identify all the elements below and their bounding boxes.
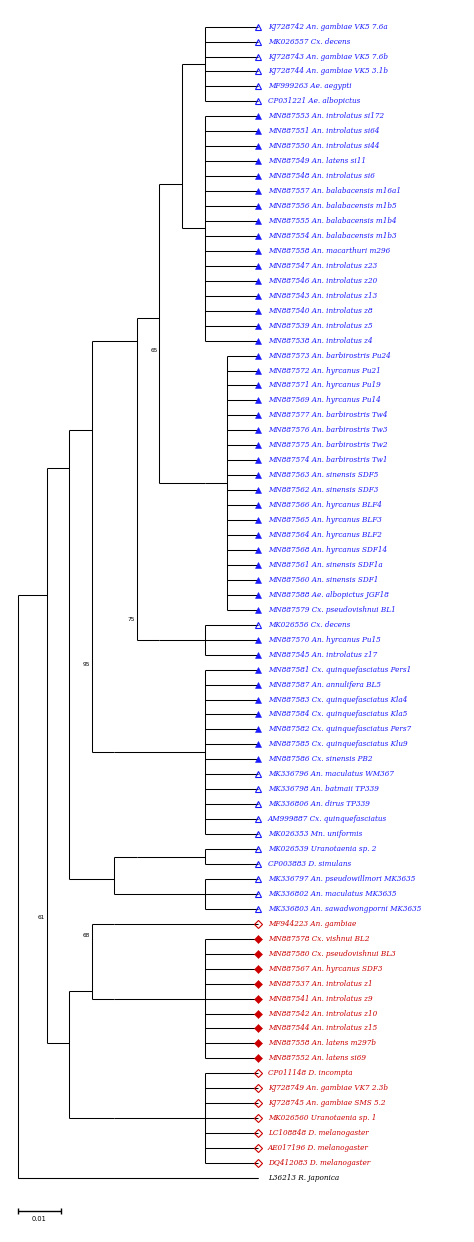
Text: MN887561 An. sinensis SDF1a: MN887561 An. sinensis SDF1a — [268, 561, 383, 569]
Text: MN887539 An. introlatus z5: MN887539 An. introlatus z5 — [268, 322, 373, 329]
Text: AE017196 D. melanogaster: AE017196 D. melanogaster — [268, 1144, 369, 1153]
Text: MK026556 Cx. decens: MK026556 Cx. decens — [268, 621, 350, 628]
Text: MN887548 An. introlatus si6: MN887548 An. introlatus si6 — [268, 173, 375, 180]
Text: MN887544 An. introlatus z15: MN887544 An. introlatus z15 — [268, 1025, 377, 1032]
Text: MN887557 An. balabacensis m16a1: MN887557 An. balabacensis m16a1 — [268, 188, 401, 195]
Text: MK026557 Cx. decens: MK026557 Cx. decens — [268, 37, 350, 46]
Text: MN887542 An. introlatus z10: MN887542 An. introlatus z10 — [268, 1010, 377, 1017]
Text: MN887558 An. macarthuri m296: MN887558 An. macarthuri m296 — [268, 247, 390, 255]
Text: MK336803 An. sawadwongporni MK3635: MK336803 An. sawadwongporni MK3635 — [268, 905, 421, 913]
Text: MK336806 An. dirus TP339: MK336806 An. dirus TP339 — [268, 800, 370, 809]
Text: MN887569 An. hyrcanus Pu14: MN887569 An. hyrcanus Pu14 — [268, 396, 381, 405]
Text: MN887555 An. balabacensis m1b4: MN887555 An. balabacensis m1b4 — [268, 217, 397, 225]
Text: KJ728742 An. gambiae VK5 7.6a: KJ728742 An. gambiae VK5 7.6a — [268, 22, 388, 31]
Text: MK336802 An. maculatus MK3635: MK336802 An. maculatus MK3635 — [268, 891, 397, 898]
Text: MN887549 An. latens si11: MN887549 An. latens si11 — [268, 158, 366, 165]
Text: KJ728749 An. gambiae VK7 2.3b: KJ728749 An. gambiae VK7 2.3b — [268, 1084, 388, 1092]
Text: MN887565 An. hyrcanus BLF3: MN887565 An. hyrcanus BLF3 — [268, 517, 382, 524]
Text: MN887578 Cx. vishnui BL2: MN887578 Cx. vishnui BL2 — [268, 935, 370, 943]
Text: MN887574 An. barbirostris Tw1: MN887574 An. barbirostris Tw1 — [268, 456, 388, 465]
Text: 65: 65 — [151, 348, 158, 353]
Text: L36213 R. japonica: L36213 R. japonica — [268, 1174, 339, 1182]
Text: MN887564 An. hyrcanus BLF2: MN887564 An. hyrcanus BLF2 — [268, 532, 382, 539]
Text: MN887553 An. introlatus si172: MN887553 An. introlatus si172 — [268, 112, 384, 120]
Text: MN887585 Cx. quinquefasciatus Klu9: MN887585 Cx. quinquefasciatus Klu9 — [268, 740, 408, 749]
Text: MK026353 Mn. uniformis: MK026353 Mn. uniformis — [268, 830, 363, 838]
Text: MN887588 Ae. albopictus JGF18: MN887588 Ae. albopictus JGF18 — [268, 591, 389, 599]
Text: MN887540 An. introlatus z8: MN887540 An. introlatus z8 — [268, 307, 373, 314]
Text: CP031221 Ae. albopictus: CP031221 Ae. albopictus — [268, 97, 360, 106]
Text: 95: 95 — [83, 662, 90, 667]
Text: MN887546 An. introlatus z20: MN887546 An. introlatus z20 — [268, 277, 377, 284]
Text: MN887571 An. hyrcanus Pu19: MN887571 An. hyrcanus Pu19 — [268, 381, 381, 390]
Text: MN887580 Cx. pseudovishnui BL3: MN887580 Cx. pseudovishnui BL3 — [268, 950, 396, 958]
Text: MN887541 An. introlatus z9: MN887541 An. introlatus z9 — [268, 995, 373, 1002]
Text: MN887570 An. hyrcanus Pu15: MN887570 An. hyrcanus Pu15 — [268, 636, 381, 643]
Text: KJ728743 An. gambiae VK5 7.6b: KJ728743 An. gambiae VK5 7.6b — [268, 52, 388, 61]
Text: MN887543 An. introlatus z13: MN887543 An. introlatus z13 — [268, 292, 377, 299]
Text: KJ728744 An. gambiae VK5 3.1b: KJ728744 An. gambiae VK5 3.1b — [268, 67, 388, 76]
Text: MN887573 An. barbirostris Pu24: MN887573 An. barbirostris Pu24 — [268, 351, 391, 360]
Text: MN887547 An. introlatus z23: MN887547 An. introlatus z23 — [268, 262, 377, 270]
Text: 61: 61 — [38, 915, 45, 920]
Text: MK336796 An. maculatus WM367: MK336796 An. maculatus WM367 — [268, 770, 394, 779]
Text: MN887551 An. introlatus si64: MN887551 An. introlatus si64 — [268, 127, 380, 135]
Text: CP003883 D. simulans: CP003883 D. simulans — [268, 859, 351, 868]
Text: KJ728745 An. gambiae SMS 5.2: KJ728745 An. gambiae SMS 5.2 — [268, 1099, 385, 1108]
Text: MN887537 An. introlatus z1: MN887537 An. introlatus z1 — [268, 980, 373, 987]
Text: MN887554 An. balabacensis m1b3: MN887554 An. balabacensis m1b3 — [268, 232, 397, 240]
Text: MN887567 An. hyrcanus SDF3: MN887567 An. hyrcanus SDF3 — [268, 965, 383, 972]
Text: MN887579 Cx. pseudovishnui BL1: MN887579 Cx. pseudovishnui BL1 — [268, 606, 396, 614]
Text: CP011148 D. incompta: CP011148 D. incompta — [268, 1069, 353, 1077]
Text: MN887556 An. balabacensis m1b5: MN887556 An. balabacensis m1b5 — [268, 202, 397, 210]
Text: MF944223 An. gambiae: MF944223 An. gambiae — [268, 920, 356, 928]
Text: AM999887 Cx. quinquefasciatus: AM999887 Cx. quinquefasciatus — [268, 815, 387, 823]
Text: LC108848 D. melanogaster: LC108848 D. melanogaster — [268, 1129, 369, 1138]
Text: MN887586 Cx. sinensis PB2: MN887586 Cx. sinensis PB2 — [268, 755, 373, 764]
Text: MN887566 An. hyrcanus BLF4: MN887566 An. hyrcanus BLF4 — [268, 501, 382, 509]
Text: MN887538 An. introlatus z4: MN887538 An. introlatus z4 — [268, 337, 373, 344]
Text: MN887584 Cx. quinquefasciatus Kla5: MN887584 Cx. quinquefasciatus Kla5 — [268, 710, 408, 718]
Text: MN887562 An. sinensis SDF3: MN887562 An. sinensis SDF3 — [268, 486, 378, 494]
Text: MK026560 Uranotaenia sp. 1: MK026560 Uranotaenia sp. 1 — [268, 1114, 376, 1123]
Text: MN887582 Cx. quinquefasciatus Pers7: MN887582 Cx. quinquefasciatus Pers7 — [268, 725, 411, 734]
Text: MF999263 Ae. aegypti: MF999263 Ae. aegypti — [268, 82, 352, 91]
Text: MN887568 An. hyrcanus SDF14: MN887568 An. hyrcanus SDF14 — [268, 546, 387, 554]
Text: MN887550 An. introlatus si44: MN887550 An. introlatus si44 — [268, 143, 380, 150]
Text: MK336798 An. batmaii TP339: MK336798 An. batmaii TP339 — [268, 785, 379, 794]
Text: MN887563 An. sinensis SDF5: MN887563 An. sinensis SDF5 — [268, 471, 378, 479]
Text: MN887576 An. barbirostris Tw3: MN887576 An. barbirostris Tw3 — [268, 426, 388, 435]
Text: MN887581 Cx. quinquefasciatus Pers1: MN887581 Cx. quinquefasciatus Pers1 — [268, 666, 411, 673]
Text: MN887577 An. barbirostris Tw4: MN887577 An. barbirostris Tw4 — [268, 411, 388, 420]
Text: 68: 68 — [83, 933, 90, 938]
Text: 75: 75 — [128, 617, 136, 622]
Text: MN887575 An. barbirostris Tw2: MN887575 An. barbirostris Tw2 — [268, 441, 388, 450]
Text: MN887587 An. annulifera BL5: MN887587 An. annulifera BL5 — [268, 681, 381, 688]
Text: MN887560 An. sinensis SDF1: MN887560 An. sinensis SDF1 — [268, 576, 378, 584]
Text: MN887572 An. hyrcanus Pu21: MN887572 An. hyrcanus Pu21 — [268, 366, 381, 375]
Text: 0.01: 0.01 — [32, 1216, 47, 1222]
Text: MK026539 Uranotaenia sp. 2: MK026539 Uranotaenia sp. 2 — [268, 845, 376, 853]
Text: MN887552 An. latens si69: MN887552 An. latens si69 — [268, 1054, 366, 1062]
Text: MK336797 An. pseudowillmori MK3635: MK336797 An. pseudowillmori MK3635 — [268, 874, 415, 883]
Text: MN887583 Cx. quinquefasciatus Kla4: MN887583 Cx. quinquefasciatus Kla4 — [268, 696, 408, 703]
Text: MN887545 An. introlatus z17: MN887545 An. introlatus z17 — [268, 651, 377, 658]
Text: DQ412083 D. melanogaster: DQ412083 D. melanogaster — [268, 1159, 370, 1167]
Text: MN887558 An. latens m297b: MN887558 An. latens m297b — [268, 1040, 376, 1047]
